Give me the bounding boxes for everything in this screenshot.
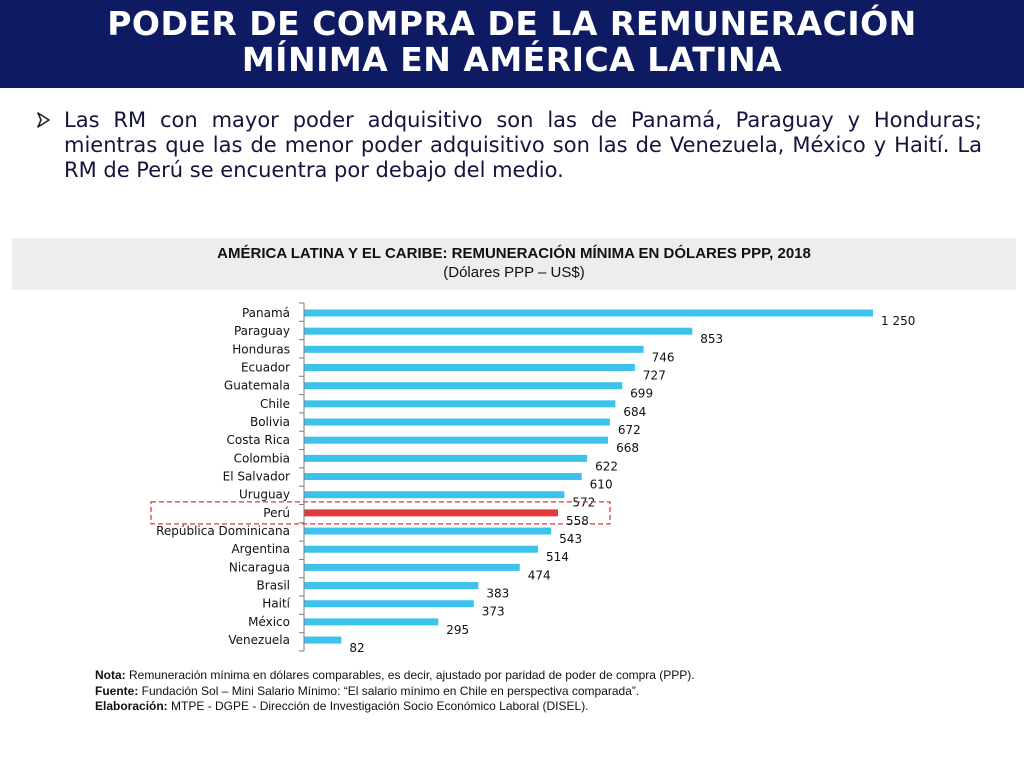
value-label: 373 [482,605,505,619]
category-label: Ecuador [241,361,290,375]
bar [304,636,342,644]
bar [304,582,479,590]
category-label: Uruguay [239,488,290,502]
elaboration-label: Elaboración: [95,699,168,713]
value-label: 622 [595,459,618,473]
category-label: Paraguay [234,324,290,338]
value-label: 295 [446,623,469,637]
note-line: Nota: Remuneración mínima en dólares com… [95,668,915,684]
value-label: 514 [546,550,569,564]
bar [304,400,616,408]
category-label: Panamá [242,306,290,320]
category-label: República Dominicana [156,524,290,538]
category-label: Honduras [232,342,290,356]
category-label: Chile [260,397,290,411]
category-label: Nicaragua [229,560,290,574]
value-label: 543 [559,532,582,546]
category-label: Perú [263,506,290,520]
bar [304,382,623,390]
chart-title: AMÉRICA LATINA Y EL CARIBE: REMUNERACIÓN… [217,245,811,262]
elaboration-line: Elaboración: MTPE - DGPE - Dirección de … [95,699,915,715]
value-label: 558 [566,514,589,528]
category-label: México [248,615,290,629]
value-label: 1 250 [881,314,915,328]
bar [304,473,582,481]
title-bar: PODER DE COMPRA DE LA REMUNERACIÓN MÍNIM… [0,0,1024,88]
value-label: 699 [630,387,653,401]
arrow-bullet-icon [36,110,52,134]
category-label: Bolivia [250,415,290,429]
category-label: El Salvador [223,470,290,484]
value-label: 474 [528,568,551,582]
note-label: Nota: [95,668,126,682]
bar [304,309,873,317]
category-label: Venezuela [228,633,290,647]
category-label: Haití [262,597,290,611]
value-label: 746 [652,350,675,364]
chart-header: AMÉRICA LATINA Y EL CARIBE: REMUNERACIÓN… [12,238,1016,290]
category-label: Brasil [257,579,290,593]
bar [304,563,520,571]
page-title-line-1: PODER DE COMPRA DE LA REMUNERACIÓN [107,4,917,43]
page-title-line-2: MÍNIMA EN AMÉRICA LATINA [241,40,783,79]
value-label: 383 [486,587,509,601]
bar [304,345,644,353]
source-label: Fuente: [95,683,139,698]
category-label: Guatemala [224,379,290,393]
bar [304,327,693,335]
source-text: Fundación Sol – Mini Salario Mínimo: “El… [138,683,640,698]
category-label: Argentina [231,542,290,556]
footnotes: Nota: Remuneración mínima en dólares com… [95,668,915,715]
value-label: 610 [590,478,613,492]
chart-subtitle: (Dólares PPP – US$) [443,264,585,281]
bar [304,436,609,444]
bar [304,527,552,535]
value-label: 727 [643,369,666,383]
elaboration-text: MTPE - DGPE - Dirección de Investigación… [167,699,589,713]
value-label: 853 [700,332,723,346]
category-label: Costa Rica [227,433,290,447]
bullet-paragraph: Las RM con mayor poder adquisitivo son l… [36,108,982,183]
value-label: 82 [349,641,364,655]
bar [304,618,439,626]
value-label: 684 [623,405,646,419]
source-line: Fuente: Fundación Sol – Mini Salario Mín… [95,684,915,700]
bullet-text: Las RM con mayor poder adquisitivo son l… [64,108,982,182]
note-text: Remuneración mínima en dólares comparabl… [125,668,695,682]
bar [304,418,610,426]
bar [304,600,474,608]
bar [304,509,559,517]
value-label: 668 [616,441,639,455]
bar [304,545,538,553]
value-label: 572 [572,496,595,510]
bar [304,364,635,372]
category-label: Colombia [234,451,290,465]
bar [304,454,588,462]
value-label: 672 [618,423,641,437]
bar [304,491,565,499]
